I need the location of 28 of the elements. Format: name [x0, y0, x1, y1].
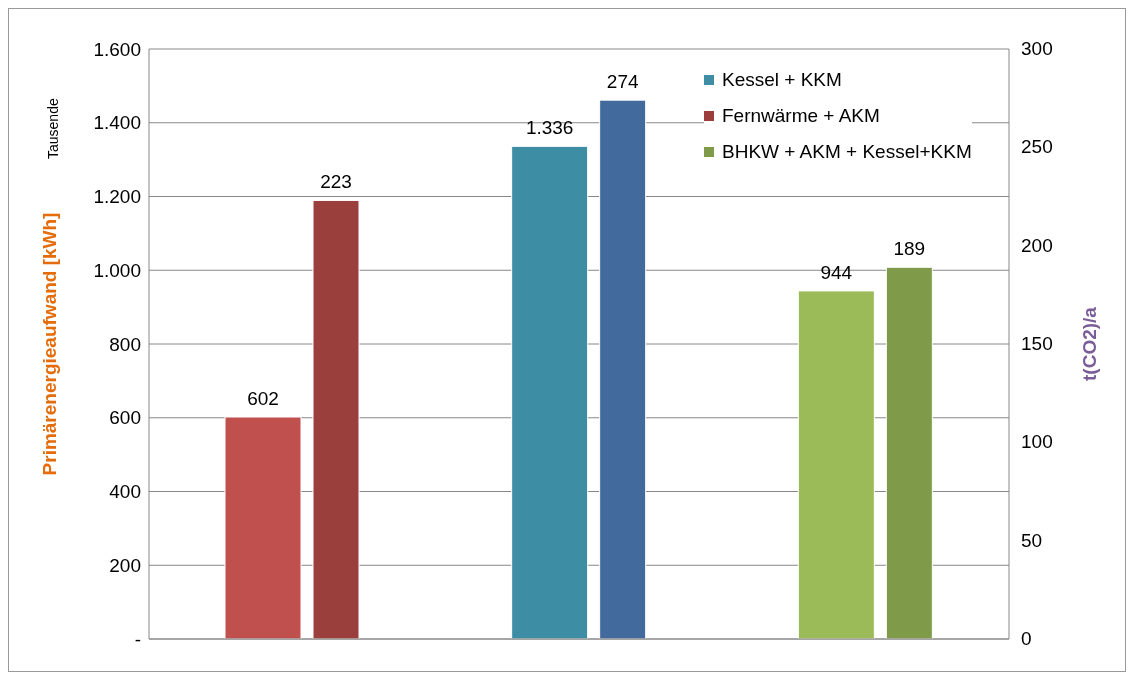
data-label: 944	[820, 261, 853, 283]
y2-tick-label: 200	[1021, 234, 1053, 256]
y2-axis-title: t(CO2)/a	[1078, 306, 1100, 381]
y2-tick-label: 50	[1021, 529, 1043, 551]
y-tick-label: -	[134, 628, 141, 650]
y-axis-title: Primärenergieaufwand [kWh]	[38, 212, 60, 476]
y-tick-label: 1.400	[93, 112, 141, 134]
y2-tick-label: 100	[1021, 431, 1053, 453]
y-tick-label: 1.600	[93, 38, 141, 60]
y-tick-label: 400	[109, 481, 141, 503]
y-tick-label: 600	[109, 407, 141, 429]
y-tick-label: 200	[109, 554, 141, 576]
data-label: 274	[606, 71, 639, 93]
y-tick-label: 1.000	[93, 259, 141, 281]
legend-label: BHKW + AKM + Kessel+KKM	[722, 141, 972, 163]
y2-tick-label: 0	[1021, 628, 1032, 649]
y-tick-label: 1.200	[93, 186, 141, 208]
data-label: 189	[893, 238, 926, 260]
y-tick-label: 800	[109, 333, 141, 355]
data-label: 602	[247, 388, 279, 410]
data-label: 223	[320, 171, 352, 193]
y2-tick-label: 300	[1021, 38, 1053, 59]
text: Tausende	[45, 98, 61, 159]
legend-label: Kessel + KKM	[722, 69, 842, 91]
data-label: 1.336	[525, 117, 574, 139]
y2-tick-label: 250	[1021, 136, 1053, 158]
y2-tick-label: 150	[1021, 333, 1053, 354]
legend-label: Fernwärme + AKM	[722, 105, 880, 127]
